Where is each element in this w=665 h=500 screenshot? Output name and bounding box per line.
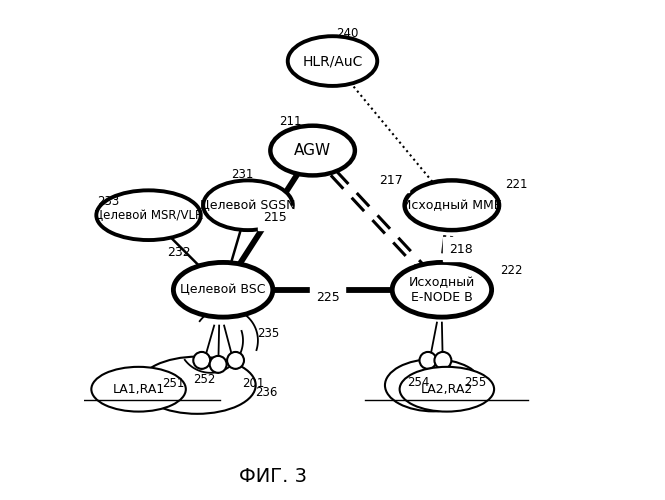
Text: 252: 252 [194, 373, 215, 386]
Text: LA1,RA1: LA1,RA1 [112, 382, 165, 396]
Text: AGW: AGW [294, 143, 331, 158]
Ellipse shape [404, 180, 499, 230]
Circle shape [420, 352, 436, 369]
Text: 218: 218 [449, 242, 473, 256]
Ellipse shape [174, 262, 273, 317]
Text: 222: 222 [501, 264, 523, 278]
Text: ФИГ. 3: ФИГ. 3 [239, 466, 307, 485]
Text: 201: 201 [242, 377, 265, 390]
Text: 211: 211 [279, 115, 301, 128]
Text: 254: 254 [407, 376, 430, 390]
Text: 255: 255 [464, 376, 486, 390]
Text: 215: 215 [263, 211, 287, 224]
Text: 221: 221 [505, 178, 528, 191]
Text: Исходный MME: Исходный MME [402, 198, 501, 212]
Text: Целевой SGSN: Целевой SGSN [200, 198, 296, 212]
Circle shape [209, 356, 227, 373]
Text: 225: 225 [316, 290, 339, 304]
Text: 236: 236 [255, 386, 277, 398]
Text: Целевой BSC: Целевой BSC [180, 284, 266, 296]
Text: Целевой MSR/VLR: Целевой MSR/VLR [94, 208, 203, 222]
Circle shape [434, 352, 452, 369]
Text: HLR/AuC: HLR/AuC [303, 54, 362, 68]
Circle shape [227, 352, 244, 369]
Ellipse shape [271, 126, 355, 176]
Text: 217: 217 [379, 174, 403, 187]
Ellipse shape [288, 36, 377, 86]
Text: 235: 235 [257, 327, 279, 340]
Text: 231: 231 [231, 168, 253, 181]
Ellipse shape [96, 190, 201, 240]
Text: 233: 233 [97, 195, 120, 208]
Circle shape [194, 352, 210, 369]
Ellipse shape [203, 180, 293, 230]
Text: 251: 251 [162, 377, 184, 390]
Ellipse shape [91, 367, 186, 412]
Text: LA2,RA2: LA2,RA2 [421, 382, 473, 396]
Text: Исходный
E-NODE B: Исходный E-NODE B [409, 276, 475, 304]
Text: 232: 232 [168, 246, 191, 259]
Text: 240: 240 [336, 27, 359, 40]
Ellipse shape [392, 262, 491, 317]
Ellipse shape [400, 367, 494, 412]
